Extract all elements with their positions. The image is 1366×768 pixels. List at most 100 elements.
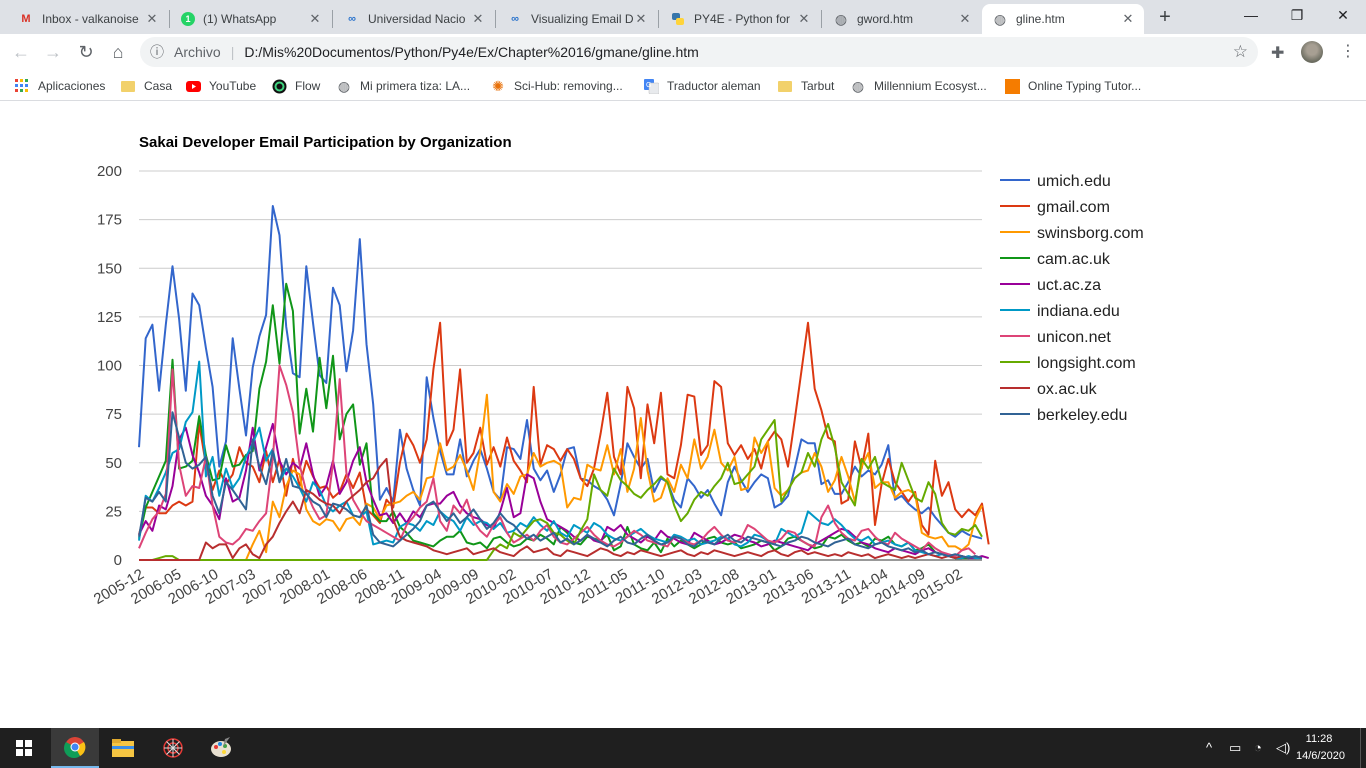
extensions-icon[interactable]: ✚ [1271,45,1285,62]
bookmark-label: Tarbut [801,79,835,93]
tab-title: gword.htm [857,12,914,26]
bookmark-casa[interactable]: Casa [120,76,172,96]
bookmark-sci-hub[interactable]: ✺ Sci-Hub: removing... [490,76,623,96]
legend-label[interactable]: umich.edu [1037,173,1111,190]
close-icon[interactable]: ✕ [635,11,647,26]
bookmark-label: Mi primera tiza: LA... [360,79,471,93]
profile-avatar[interactable] [1301,41,1323,63]
y-tick-label: 175 [97,212,122,229]
tab-separator [658,10,659,28]
bookmark-label: Online Typing Tutor... [1028,79,1142,93]
tab-gline[interactable]: ◍ gline.htm ✕ [982,4,1144,34]
legend-label[interactable]: cam.ac.uk [1037,251,1111,268]
address-divider: | [230,44,235,60]
bookmark-label: Millennium Ecosyst... [874,79,987,93]
series-line-unicon-net[interactable] [138,364,976,558]
bookmark-tarbut[interactable]: Tarbut [777,76,834,96]
tab-py4e[interactable]: PY4E - Python for ✕ [660,4,820,34]
address-url[interactable]: D:/Mis%20Documentos/Python/Py4e/Ex/Chapt… [244,44,699,60]
taskbar-chrome[interactable] [51,728,99,768]
tab-strip: M Inbox - valkanoise ✕ 1 (1) WhatsApp ✕ … [0,0,1366,34]
start-button[interactable] [0,728,48,768]
y-tick-label: 200 [97,163,122,180]
y-tick-label: 75 [105,406,122,423]
legend-label[interactable]: longsight.com [1037,355,1136,372]
legend-label[interactable]: gmail.com [1037,199,1110,216]
globe-icon: ◍ [993,10,1007,27]
bookmarks-bar: Aplicaciones Casa YouTube Flow ◍ Mi prim… [0,70,1366,101]
svg-text:G: G [646,82,651,89]
series-line-longsight-com[interactable] [139,419,983,561]
tab-universidad[interactable]: ∞ Universidad Nacio ✕ [334,4,494,34]
bookmark-label: Flow [295,79,321,93]
battery-icon[interactable]: ▭ [1229,740,1242,755]
tab-gword[interactable]: ◍ gword.htm ✕ [823,4,981,34]
palette-icon [211,737,231,757]
folder-icon [112,739,134,757]
home-button[interactable]: ⌂ [112,41,124,62]
info-icon[interactable]: ⓘ [150,44,164,60]
gmail-icon: M [21,13,31,25]
volume-icon[interactable]: ◁) [1276,740,1291,755]
bookmark-millennium[interactable]: ◍ Millennium Ecosyst... [850,76,987,96]
globe-icon: ◍ [834,10,848,27]
legend-label[interactable]: indiana.edu [1037,303,1120,320]
bookmark-star-icon[interactable]: ☆ [1232,42,1248,61]
series-line-swinsborg-com[interactable] [139,393,983,561]
y-axis-ticks: 0 25 50 75 100 125 150 175 200 [97,163,122,569]
whatsapp-icon: 1 [181,12,195,26]
bookmark-mi-primera-tiza[interactable]: ◍ Mi primera tiza: LA... [336,76,470,96]
legend-label[interactable]: unicon.net [1037,329,1111,346]
flow-icon [271,78,287,94]
legend-label[interactable]: ox.ac.uk [1037,381,1098,398]
bookmark-traductor[interactable]: G Traductor aleman [643,76,761,96]
tab-separator [495,10,496,28]
bookmark-typing-tutor[interactable]: Online Typing Tutor... [1004,76,1141,96]
series-line-cam-ac-uk[interactable] [138,282,969,560]
series-lines [138,205,990,561]
new-tab-button[interactable]: + [1159,6,1171,28]
reload-button[interactable]: ↻ [78,41,94,62]
bookmark-youtube[interactable]: YouTube [185,76,256,96]
close-icon[interactable]: ✕ [472,11,484,26]
show-desktop-button[interactable] [1360,728,1366,768]
legend-label[interactable]: uct.ac.za [1037,277,1101,294]
wifi-icon[interactable]: ◔ [1254,740,1262,755]
series-line-ox-ac-uk[interactable] [139,457,983,561]
forward-button[interactable]: → [44,41,62,62]
address-bar[interactable]: ⓘ Archivo | D:/Mis%20Documentos/Python/P… [140,37,1258,67]
bookmark-aplicaciones[interactable]: Aplicaciones [14,76,105,96]
bookmark-label: YouTube [209,79,257,93]
bookmark-flow[interactable]: Flow [271,76,320,96]
series-line-berkeley-edu[interactable] [138,411,983,560]
minimize-button[interactable]: — [1244,7,1258,23]
close-icon[interactable]: ✕ [959,11,971,26]
tab-gmail[interactable]: M Inbox - valkanoise ✕ [8,4,168,34]
chart-legend: umich.edu gmail.com swinsborg.com cam.ac.uk… [1000,173,1144,424]
close-window-button[interactable]: ✕ [1337,6,1349,23]
taskbar-app-web[interactable] [149,728,197,768]
page-content: Sakai Developer Email Participation by O… [0,102,1366,728]
close-icon[interactable]: ✕ [146,11,158,26]
clock-date: 14/6/2020 [1296,750,1345,762]
chevron-up-icon[interactable]: ^ [1206,740,1213,755]
tab-whatsapp[interactable]: 1 (1) WhatsApp ✕ [171,4,331,34]
taskbar-paint[interactable] [197,728,245,768]
youtube-icon [185,78,201,94]
legend-label[interactable]: berkeley.edu [1037,407,1127,424]
series-line-umich-edu[interactable] [138,205,983,540]
folder-icon [777,78,793,94]
back-button[interactable]: ← [12,41,30,62]
translate-icon: G [643,78,659,94]
x-axis-ticks: 2005-122006-052006-102007-032007-082008-… [91,566,966,608]
menu-kebab-icon[interactable]: ⋮ [1340,43,1356,60]
legend-label[interactable]: swinsborg.com [1037,225,1144,242]
system-clock[interactable]: 11:28 14/6/2020 [1296,731,1345,765]
folder-icon [120,78,136,94]
taskbar-file-explorer[interactable] [99,728,147,768]
tab-visualizing-email[interactable]: ∞ Visualizing Email D ✕ [497,4,657,34]
restore-button[interactable]: ❐ [1290,6,1304,23]
close-icon[interactable]: ✕ [1122,11,1134,26]
close-icon[interactable]: ✕ [798,11,810,26]
close-icon[interactable]: ✕ [309,11,321,26]
